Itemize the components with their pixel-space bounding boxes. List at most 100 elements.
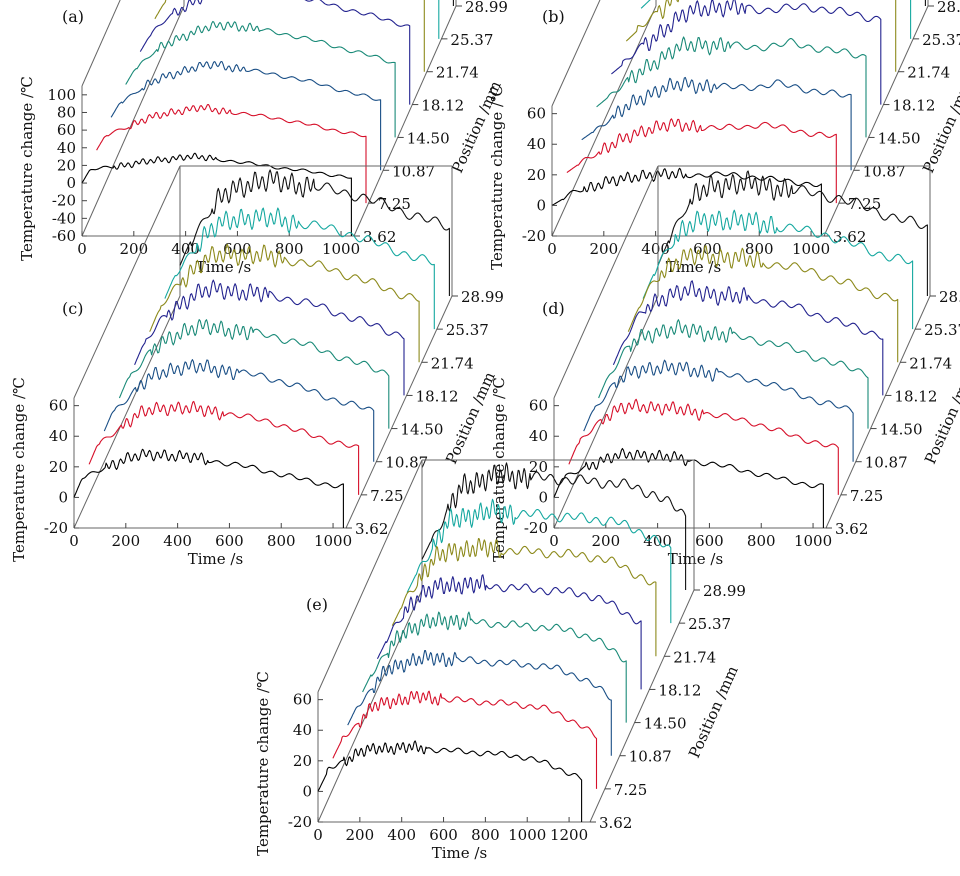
x-axis-title: Time /s	[188, 550, 243, 568]
series-line-3.62	[553, 447, 824, 528]
y-tick-label: 100	[47, 86, 76, 104]
chart-panel-b: 0 200 400 600 800 1000 -20 0 20 40 60 3.62 7.25 10.87…	[480, 0, 960, 290]
series-line-14.50	[362, 611, 627, 723]
y-tick-label: 0	[538, 488, 548, 506]
x-tick-label: 800	[747, 532, 776, 550]
chart-panel-d: 0 200 400 600 800 1000 -20 0 20 40 60 3.62 7.25 10.87…	[480, 165, 960, 584]
z-axis	[353, 5, 457, 237]
x-tick-label: 800	[275, 240, 304, 258]
z-tick-label: 10.87	[392, 162, 435, 180]
series-line-10.87	[347, 649, 612, 756]
series-line-18.12	[134, 279, 405, 396]
x-tick-label: 1000	[792, 240, 830, 258]
x-tick-label: 600	[215, 532, 244, 550]
y-tick-label: 20	[527, 166, 546, 184]
series-line-25.37	[406, 498, 672, 624]
x-tick-label: 1000	[314, 532, 352, 550]
series-line-10.87	[581, 76, 852, 171]
z-tick-label: 14.50	[407, 129, 450, 147]
series-line-21.74	[625, 0, 897, 72]
box-bottom-left-depth	[551, 5, 657, 237]
z-tick-label: 18.12	[658, 681, 701, 699]
z-tick-label: 28.99	[939, 288, 960, 306]
z-tick-label: 25.37	[924, 321, 960, 339]
y-tick-label: 80	[57, 103, 76, 121]
z-tick-label: 21.74	[673, 648, 716, 666]
z-tick-label: 28.99	[703, 582, 746, 600]
y-tick-label: 60	[527, 105, 546, 123]
x-tick-label: 0	[549, 532, 559, 550]
box-bottom-left-depth	[81, 5, 185, 237]
z-tick-label: 3.62	[599, 814, 632, 832]
x-tick-label: 400	[643, 532, 672, 550]
z-tick-label: 18.12	[892, 97, 935, 115]
x-tick-label: 1200	[550, 826, 588, 844]
z-tick-label: 28.99	[465, 0, 508, 16]
z-tick-label: 7.25	[848, 195, 881, 213]
series-line-18.12	[612, 280, 884, 396]
series-line-28.99	[452, 0, 454, 6]
series-line-7.25	[332, 690, 598, 789]
series-line-10.87	[103, 359, 375, 462]
y-tick-label: 40	[529, 427, 548, 445]
series-line-25.37	[640, 0, 912, 39]
series-line-14.50	[125, 20, 396, 138]
series-line-21.74	[627, 245, 899, 363]
z-tick-label: 28.99	[461, 288, 504, 306]
z-tick-label: 10.87	[863, 162, 906, 180]
y-tick-label: -20	[524, 519, 548, 537]
y-tick-label: -60	[52, 227, 76, 245]
series-line-7.25	[566, 118, 837, 204]
z-tick-label: 7.25	[378, 195, 411, 213]
x-tick-label: 600	[223, 240, 252, 258]
y-tick-label: 0	[66, 174, 76, 192]
chart-svg: 0 200 400 600 800 1000 1200-2002040603.627.251…	[254, 459, 746, 862]
x-tick-label: 200	[346, 826, 375, 844]
z-tick-label: 21.74	[431, 354, 474, 372]
y-axis-title: Temperature change /℃	[18, 76, 36, 261]
x-tick-label: 0	[69, 532, 79, 550]
chart-panel-e: 0 200 400 600 800 1000 1200 -20 0 20 40 60 3.62 7.25 1…	[244, 459, 746, 876]
z-tick-label: 21.74	[436, 64, 479, 82]
z-tick-label: 25.37	[922, 31, 960, 49]
x-tick-label: 200	[589, 240, 618, 258]
z-tick-label: 14.50	[400, 421, 443, 439]
x-tick-label: 1000	[794, 532, 832, 550]
box-top-left-depth	[317, 459, 423, 693]
series-line-10.87	[583, 359, 854, 462]
chart-panel-a: 0 200 400 600 800 1000 -60 -40 -20 0 20 40 60 80 100 3.…	[0, 0, 508, 290]
series-line-21.74	[391, 537, 657, 657]
chart-svg: 0 200 400 600 800 1000-2002040603.627.2510.87…	[490, 165, 960, 568]
series-line-7.25	[88, 400, 360, 495]
z-tick-label: 10.87	[385, 454, 428, 472]
series-line-28.99	[179, 169, 450, 296]
box-top-left-depth	[553, 165, 659, 399]
series-line-28.99	[657, 170, 928, 296]
z-tick-label: 18.12	[894, 387, 937, 405]
series-line-3.62	[551, 167, 822, 236]
z-tick-label: 7.25	[850, 487, 883, 505]
panel-label: (e)	[306, 595, 328, 614]
series-line-7.25	[96, 103, 367, 204]
x-tick-label: 400	[641, 240, 670, 258]
series-line-18.12	[139, 0, 411, 105]
x-tick-label: 800	[267, 532, 296, 550]
z-tick-label: 7.25	[614, 781, 647, 799]
series-line-14.50	[596, 36, 867, 138]
y-axis-title: Temperature change /℃	[10, 377, 28, 562]
z-tick-label: 14.50	[644, 715, 687, 733]
series-line-28.99	[421, 462, 687, 590]
series-line-3.62	[81, 152, 352, 236]
x-tick-label: 400	[387, 826, 416, 844]
z-tick-label: 10.87	[865, 454, 908, 472]
z-axis	[345, 295, 453, 529]
x-tick-label: 1000	[508, 826, 546, 844]
x-tick-label: 800	[471, 826, 500, 844]
x-axis-title: Time /s	[668, 550, 723, 568]
y-tick-label: 20	[293, 752, 312, 770]
y-tick-label: 40	[49, 427, 68, 445]
x-tick-label: 0	[313, 826, 323, 844]
x-tick-label: 400	[171, 240, 200, 258]
y-tick-label: -20	[522, 227, 546, 245]
x-tick-label: 400	[163, 532, 192, 550]
